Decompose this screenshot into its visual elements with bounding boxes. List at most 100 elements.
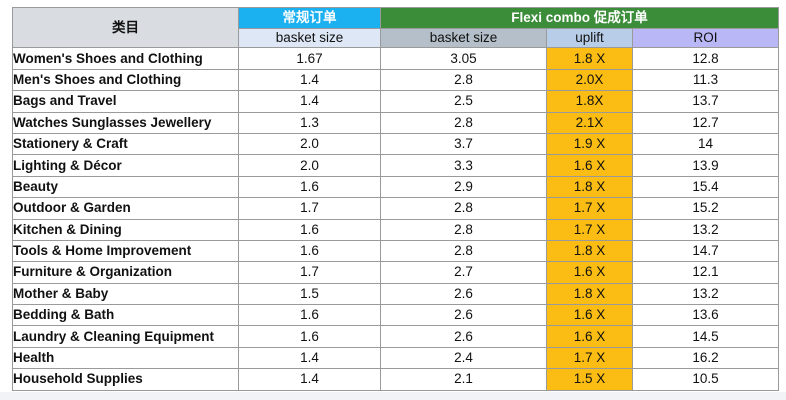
category-cell: Lighting & Décor — [12, 154, 239, 177]
category-cell: Mother & Baby — [12, 282, 239, 306]
uplift-cell: 1.8 X — [546, 239, 633, 263]
category-cell: Men's Shoes and Clothing — [12, 68, 239, 92]
flexi-basket-cell: 2.7 — [380, 261, 547, 284]
regular-basket-cell: 1.4 — [238, 90, 381, 113]
regular-basket-cell: 1.3 — [238, 111, 381, 134]
roi-cell: 13.2 — [632, 218, 779, 241]
table-row: Tools & Home Improvement 1.6 2.8 1.8 X 14.7 — [12, 239, 779, 263]
table-row: Health 1.4 2.4 1.7 X 16.2 — [12, 346, 779, 370]
flexi-basket-cell: 3.05 — [380, 47, 547, 70]
table-row: Stationery & Craft 2.0 3.7 1.9 X 14 — [12, 132, 779, 156]
regular-basket-cell: 1.6 — [238, 175, 381, 199]
category-cell: Bags and Travel — [12, 90, 239, 113]
category-cell: Household Supplies — [12, 368, 239, 391]
regular-basket-cell: 2.0 — [238, 132, 381, 156]
uplift-cell: 1.7 X — [546, 197, 633, 220]
category-cell: Bedding & Bath — [12, 304, 239, 327]
flexi-basket-cell: 2.5 — [380, 90, 547, 113]
regular-basket-cell: 2.0 — [238, 154, 381, 177]
table-row: Kitchen & Dining 1.6 2.8 1.7 X 13.2 — [12, 218, 779, 241]
flexi-basket-cell: 2.8 — [380, 218, 547, 241]
header-row-group: 类目 常规订单 Flexi combo 促成订单 — [12, 6, 779, 49]
flexi-basket-cell: 2.8 — [380, 68, 547, 92]
category-cell: Health — [12, 346, 239, 370]
roi-cell: 14 — [632, 132, 779, 156]
category-cell: Tools & Home Improvement — [12, 239, 239, 263]
roi-cell: 11.3 — [632, 68, 779, 92]
flexi-basket-cell: 3.3 — [380, 154, 547, 177]
roi-cell: 13.2 — [632, 282, 779, 306]
header-row-metrics: basket size basket size uplift ROI — [13, 28, 779, 49]
flexi-basket-cell: 2.4 — [380, 346, 547, 370]
flexi-basket-cell: 2.1 — [380, 368, 547, 391]
roi-cell: 14.7 — [632, 239, 779, 263]
uplift-cell: 1.6 X — [546, 154, 633, 177]
table-row: Mother & Baby 1.5 2.6 1.8 X 13.2 — [12, 282, 779, 306]
regular-basket-cell: 1.4 — [238, 346, 381, 370]
table-row: Watches Sunglasses Jewellery 1.3 2.8 2.1X 12… — [12, 111, 779, 134]
roi-cell: 15.4 — [632, 175, 779, 199]
table-row: Men's Shoes and Clothing 1.4 2.8 2.0X 11.3 — [12, 68, 779, 92]
basket-size-table: 类目 常规订单 Flexi combo 促成订单 basket size bas… — [12, 6, 779, 391]
uplift-cell: 1.8 X — [546, 282, 633, 306]
table-row: Outdoor & Garden 1.7 2.8 1.7 X 15.2 — [12, 197, 779, 220]
category-header: 类目 — [12, 6, 239, 49]
roi-cell: 13.7 — [632, 90, 779, 113]
table-row: Household Supplies 1.4 2.1 1.5 X 10.5 — [12, 368, 779, 391]
uplift-cell: 1.6 X — [546, 261, 633, 284]
uplift-cell: 2.0X — [546, 68, 633, 92]
roi-cell: 16.2 — [632, 346, 779, 370]
roi-cell: 12.1 — [632, 261, 779, 284]
uplift-cell: 1.7 X — [546, 346, 633, 370]
uplift-cell: 1.8 X — [546, 47, 633, 70]
category-cell: Beauty — [12, 175, 239, 199]
regular-basket-cell: 1.6 — [238, 239, 381, 263]
flexi-basket-cell: 2.8 — [380, 197, 547, 220]
regular-basket-cell: 1.4 — [238, 68, 381, 92]
uplift-cell: 1.6 X — [546, 325, 633, 348]
flexi-basket-cell: 2.9 — [380, 175, 547, 199]
uplift-cell: 2.1X — [546, 111, 633, 134]
table-row: Beauty 1.6 2.9 1.8 X 15.4 — [12, 175, 779, 199]
category-cell: Stationery & Craft — [12, 132, 239, 156]
bottom-band — [0, 392, 786, 400]
regular-basket-cell: 1.4 — [238, 368, 381, 391]
category-cell: Outdoor & Garden — [12, 197, 239, 220]
regular-basket-cell: 1.5 — [238, 282, 381, 306]
regular-basket-cell: 1.6 — [238, 325, 381, 348]
flexi-basket-size-header: basket size — [380, 28, 547, 49]
regular-basket-cell: 1.6 — [238, 218, 381, 241]
table-row: Bags and Travel 1.4 2.5 1.8X 13.7 — [12, 90, 779, 113]
flexi-basket-cell: 2.6 — [380, 325, 547, 348]
roi-cell: 12.7 — [632, 111, 779, 134]
flexi-basket-cell: 2.8 — [380, 239, 547, 263]
regular-basket-size-header: basket size — [238, 28, 381, 49]
regular-basket-cell: 1.7 — [238, 197, 381, 220]
roi-cell: 13.9 — [632, 154, 779, 177]
roi-cell: 12.8 — [632, 47, 779, 70]
regular-basket-cell: 1.6 — [238, 304, 381, 327]
flexi-combo-orders-header: Flexi combo 促成订单 — [380, 6, 779, 30]
roi-header: ROI — [632, 28, 779, 49]
uplift-cell: 1.8 X — [546, 175, 633, 199]
table-row: Lighting & Décor 2.0 3.3 1.6 X 13.9 — [12, 154, 779, 177]
flexi-basket-cell: 3.7 — [380, 132, 547, 156]
uplift-cell: 1.7 X — [546, 218, 633, 241]
uplift-cell: 1.5 X — [546, 368, 633, 391]
flexi-basket-cell: 2.8 — [380, 111, 547, 134]
table-row: Furniture & Organization 1.7 2.7 1.6 X 12.1 — [12, 261, 779, 284]
uplift-cell: 1.9 X — [546, 132, 633, 156]
roi-cell: 15.2 — [632, 197, 779, 220]
category-cell: Women's Shoes and Clothing — [12, 47, 239, 70]
category-cell: Watches Sunglasses Jewellery — [12, 111, 239, 134]
uplift-cell: 1.8X — [546, 90, 633, 113]
roi-cell: 14.5 — [632, 325, 779, 348]
category-cell: Kitchen & Dining — [12, 218, 239, 241]
uplift-header: uplift — [546, 28, 633, 49]
roi-cell: 13.6 — [632, 304, 779, 327]
flexi-basket-cell: 2.6 — [380, 304, 547, 327]
